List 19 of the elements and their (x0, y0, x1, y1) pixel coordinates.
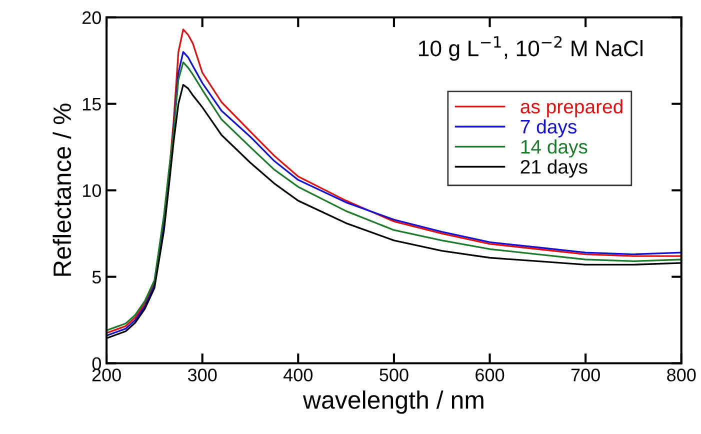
y-tick-label: 20 (82, 11, 101, 24)
y-tick-label: 15 (82, 98, 101, 111)
annotation: 10 g L$^{−1}$, 10$^{−2}$ M NaCl (419, 36, 642, 61)
y-axis-title: Reflectance / % (52, 104, 72, 276)
legend-label: 14 days (521, 139, 588, 158)
x-tick-label: 600 (476, 368, 504, 382)
legend-label: 21 days (520, 159, 588, 178)
y-tick-label: 0 (92, 357, 101, 370)
y-tick-label: 10 (82, 184, 101, 198)
x-tick-label: 300 (188, 368, 217, 382)
y-tick-label: 5 (92, 270, 101, 284)
x-axis-title: wavelength / nm (302, 390, 484, 414)
legend-label: 7 days (520, 119, 576, 138)
x-tick-label: 700 (571, 368, 600, 382)
x-tick-label: 200 (92, 368, 121, 382)
legend-label: as prepared (520, 99, 622, 118)
x-tick-label: 800 (667, 368, 696, 382)
x-tick-label: 400 (284, 368, 313, 382)
x-tick-label: 500 (380, 368, 408, 382)
